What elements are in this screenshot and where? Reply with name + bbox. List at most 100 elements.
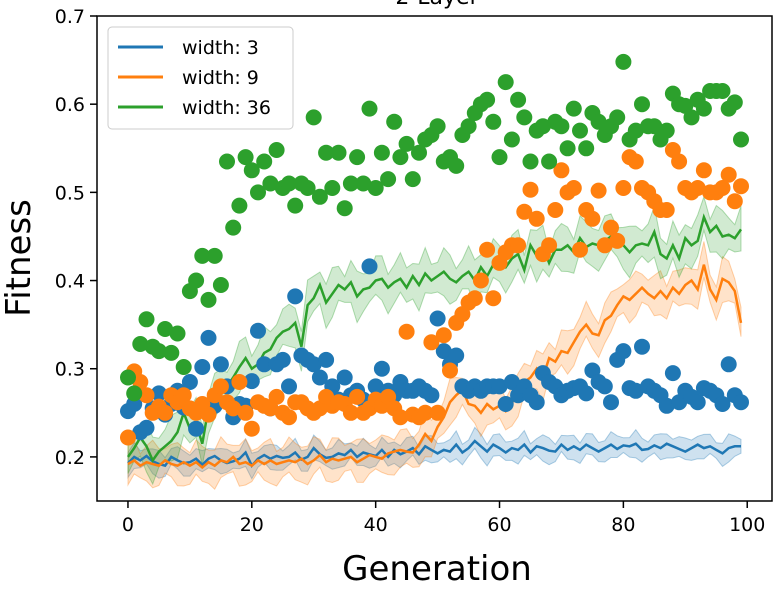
legend-label-1: width: 9 bbox=[182, 67, 259, 89]
data-point bbox=[547, 202, 564, 218]
data-point bbox=[658, 202, 675, 218]
data-point bbox=[658, 397, 675, 414]
data-point bbox=[373, 360, 390, 377]
data-point bbox=[603, 219, 619, 236]
x-tick-label: 0 bbox=[122, 514, 134, 536]
data-point bbox=[175, 359, 192, 375]
data-point bbox=[132, 336, 149, 352]
data-point bbox=[367, 180, 384, 196]
data-point bbox=[689, 180, 706, 196]
data-point bbox=[516, 109, 533, 126]
data-point bbox=[714, 180, 731, 196]
data-point bbox=[243, 162, 260, 179]
data-point bbox=[324, 180, 341, 196]
data-point bbox=[423, 387, 440, 404]
data-point bbox=[448, 157, 465, 174]
data-point bbox=[466, 290, 483, 307]
data-point bbox=[534, 118, 551, 135]
data-point bbox=[342, 175, 359, 192]
data-point bbox=[225, 219, 242, 236]
data-point bbox=[429, 404, 446, 421]
data-point bbox=[590, 113, 607, 130]
x-tick-label: 40 bbox=[364, 514, 388, 536]
data-point bbox=[163, 344, 180, 361]
data-point bbox=[386, 113, 403, 130]
data-point bbox=[188, 420, 205, 437]
data-point bbox=[150, 385, 167, 402]
data-point bbox=[380, 171, 397, 188]
data-point bbox=[342, 404, 359, 421]
data-point bbox=[398, 135, 415, 152]
data-point bbox=[541, 153, 558, 170]
data-point bbox=[634, 96, 650, 113]
data-point bbox=[541, 237, 558, 254]
y-tick-label: 0.6 bbox=[55, 94, 85, 116]
data-point bbox=[522, 153, 539, 170]
data-point bbox=[590, 182, 607, 199]
data-point bbox=[627, 382, 644, 399]
data-point bbox=[553, 162, 570, 179]
data-point bbox=[609, 109, 626, 126]
data-point bbox=[572, 122, 588, 139]
data-point bbox=[212, 277, 229, 293]
data-point bbox=[349, 149, 366, 166]
data-point bbox=[305, 356, 322, 373]
data-point bbox=[733, 394, 749, 411]
data-point bbox=[485, 290, 502, 307]
data-point bbox=[318, 144, 335, 161]
data-point bbox=[188, 272, 205, 289]
data-point bbox=[281, 378, 297, 395]
x-tick-label: 20 bbox=[240, 514, 264, 536]
x-tick-label: 80 bbox=[611, 514, 635, 536]
data-point bbox=[671, 153, 688, 170]
data-point bbox=[596, 378, 613, 395]
data-point bbox=[528, 394, 545, 411]
data-point bbox=[516, 203, 533, 220]
data-point bbox=[695, 162, 712, 179]
data-point bbox=[281, 175, 297, 192]
scatter-series-1 bbox=[120, 142, 749, 446]
mean-line-0 bbox=[127, 439, 741, 468]
data-point bbox=[256, 153, 273, 170]
data-point bbox=[646, 118, 663, 135]
data-point bbox=[361, 258, 378, 275]
data-point bbox=[194, 247, 211, 264]
data-point bbox=[256, 356, 273, 373]
data-point bbox=[169, 325, 186, 342]
data-point bbox=[627, 153, 644, 170]
data-point bbox=[553, 118, 570, 135]
y-tick-label: 0.4 bbox=[55, 271, 85, 293]
data-point bbox=[559, 140, 576, 157]
data-point bbox=[726, 94, 743, 111]
data-point bbox=[528, 210, 545, 227]
data-point bbox=[404, 171, 421, 188]
data-point bbox=[442, 362, 458, 379]
data-point bbox=[503, 374, 520, 390]
data-point bbox=[429, 118, 446, 135]
data-point bbox=[175, 387, 192, 404]
data-point bbox=[311, 188, 328, 205]
data-point bbox=[497, 74, 514, 91]
data-point bbox=[243, 373, 260, 390]
data-point bbox=[423, 334, 440, 351]
data-point bbox=[373, 144, 390, 161]
data-point bbox=[392, 409, 409, 426]
data-point bbox=[429, 310, 446, 327]
scatter-series-2 bbox=[120, 53, 749, 402]
data-point bbox=[417, 404, 434, 421]
data-point bbox=[200, 291, 217, 308]
data-point bbox=[720, 356, 737, 373]
data-point bbox=[287, 197, 304, 214]
data-point bbox=[565, 100, 582, 117]
data-point bbox=[330, 144, 347, 161]
data-point bbox=[733, 131, 749, 148]
data-point bbox=[510, 91, 527, 108]
data-point bbox=[485, 113, 502, 130]
data-point bbox=[225, 400, 242, 417]
data-point bbox=[491, 378, 508, 395]
data-point bbox=[243, 420, 260, 437]
data-point bbox=[479, 241, 496, 258]
data-point bbox=[150, 343, 167, 360]
data-point bbox=[237, 149, 254, 166]
